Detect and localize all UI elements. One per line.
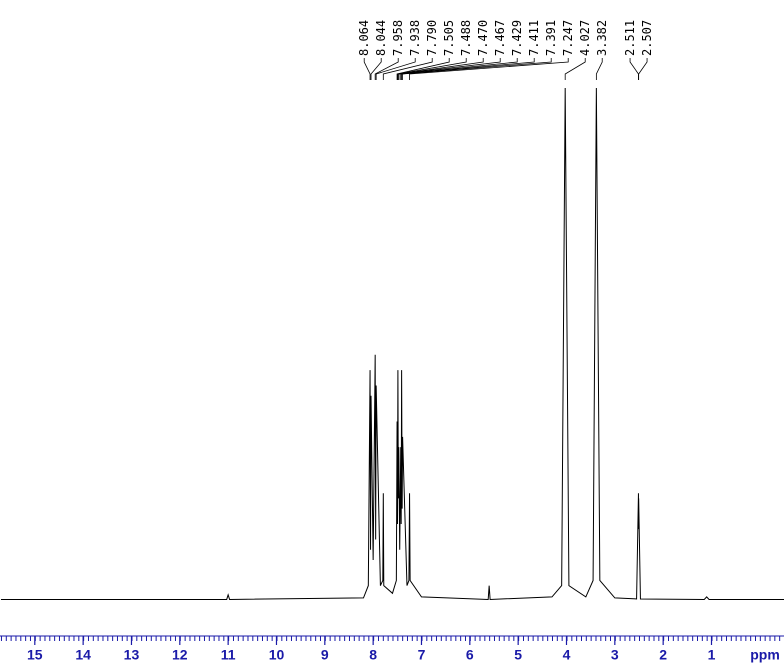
peak-connector xyxy=(401,58,535,80)
peak-label: 7.429 xyxy=(510,20,524,56)
peak-label-group: 7.391 xyxy=(544,20,558,56)
peak-label-group: 7.411 xyxy=(527,20,541,56)
x-tick-label: 12 xyxy=(172,647,188,663)
x-axis-label: ppm xyxy=(750,647,780,663)
peak-connector xyxy=(382,58,433,80)
spectrum-line xyxy=(0,87,784,600)
peak-label: 7.467 xyxy=(493,20,507,56)
peak-label: 2.511 xyxy=(623,20,637,56)
peak-label-group: 8.064 xyxy=(357,20,371,56)
peak-label-group: 7.790 xyxy=(425,20,439,56)
peak-connector xyxy=(363,58,371,80)
x-tick-label: 15 xyxy=(27,647,43,663)
peak-label-group: 2.507 xyxy=(640,20,654,56)
peak-label: 7.411 xyxy=(527,20,541,56)
peak-label-group: 7.505 xyxy=(442,20,456,56)
peak-label: 8.044 xyxy=(374,20,388,56)
peak-label: 8.064 xyxy=(357,20,371,56)
peak-connector xyxy=(402,58,552,80)
peak-connector xyxy=(595,58,603,80)
peak-label: 4.027 xyxy=(578,20,592,56)
x-tick-label: 10 xyxy=(269,647,285,663)
peak-connector xyxy=(396,58,450,80)
peak-label-group: 7.488 xyxy=(459,20,473,56)
peak-label-group: 8.044 xyxy=(374,20,388,56)
peak-label: 3.382 xyxy=(595,20,609,56)
peak-label-group: 2.511 xyxy=(623,20,637,56)
peak-label-group: 7.467 xyxy=(493,20,507,56)
x-tick-label: 2 xyxy=(659,647,667,663)
peak-connector xyxy=(400,58,518,80)
peak-label: 7.505 xyxy=(442,20,456,56)
peak-label: 7.247 xyxy=(561,20,575,56)
peak-connector xyxy=(375,58,416,80)
peak-label-group: 7.470 xyxy=(476,20,490,56)
peak-label-group: 3.382 xyxy=(595,20,609,56)
peak-label: 2.507 xyxy=(640,20,654,56)
peak-label: 7.938 xyxy=(408,20,422,56)
peak-connector xyxy=(397,58,467,80)
peak-label-group: 7.938 xyxy=(408,20,422,56)
x-tick-label: 11 xyxy=(221,647,236,663)
peak-label-group: 4.027 xyxy=(578,20,592,56)
peak-connector xyxy=(409,58,569,80)
x-tick-label: 7 xyxy=(418,647,426,663)
x-tick-label: 8 xyxy=(369,647,377,663)
peak-label: 7.488 xyxy=(459,20,473,56)
x-tick-label: 9 xyxy=(321,647,329,663)
peak-connector xyxy=(398,58,501,80)
peak-connector xyxy=(370,58,382,80)
peak-label: 7.470 xyxy=(476,20,490,56)
x-tick-label: 6 xyxy=(466,647,474,663)
peak-connector xyxy=(564,58,586,80)
peak-label: 7.391 xyxy=(544,20,558,56)
x-tick-label: 1 xyxy=(708,647,716,663)
x-tick-label: 4 xyxy=(563,647,571,663)
peak-label: 7.958 xyxy=(391,20,405,56)
peak-connector xyxy=(629,58,639,80)
peak-connector xyxy=(638,58,648,80)
x-tick-label: 3 xyxy=(611,647,619,663)
x-tick-label: 14 xyxy=(75,647,91,663)
x-tick-label: 5 xyxy=(514,647,522,663)
peak-label-group: 7.429 xyxy=(510,20,524,56)
x-tick-label: 13 xyxy=(124,647,140,663)
peak-label-group: 7.958 xyxy=(391,20,405,56)
peak-connector xyxy=(374,58,399,80)
peak-label-group: 7.247 xyxy=(561,20,575,56)
peak-label: 7.790 xyxy=(425,20,439,56)
